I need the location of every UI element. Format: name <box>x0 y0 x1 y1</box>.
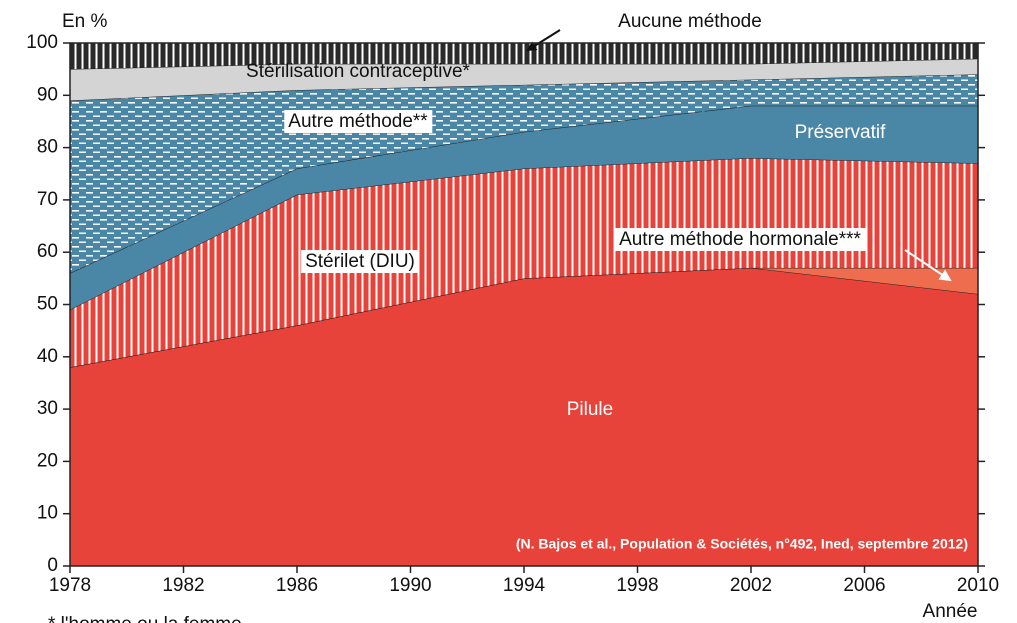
x-tick-label: 2010 <box>957 575 999 596</box>
y-tick-label: 30 <box>37 398 58 419</box>
y-tick-label: 80 <box>37 137 58 158</box>
y-tick-label: 0 <box>47 555 58 576</box>
y-tick-label: 100 <box>26 32 58 53</box>
x-tick-label: 2002 <box>730 575 772 596</box>
y-tick-label: 70 <box>37 189 58 210</box>
x-tick-label: 1990 <box>389 575 431 596</box>
area <box>70 267 978 566</box>
x-tick-label: 1994 <box>503 575 546 596</box>
area <box>70 105 978 310</box>
source: (N. Bajos et al., Population & Sociétés,… <box>516 536 968 552</box>
x-axis-label: Année <box>923 601 978 622</box>
series-label: Stérilisation contraceptive* <box>246 61 470 82</box>
footnote: * l'homme ou la femme <box>48 614 242 623</box>
area <box>70 58 978 101</box>
x-tick-label: 2006 <box>843 575 885 596</box>
y-axis-label: En % <box>62 11 108 32</box>
series-label: Préservatif <box>795 122 887 143</box>
arrow <box>904 249 952 282</box>
series-label: Aucune méthode <box>618 11 762 32</box>
label-bg <box>301 250 419 274</box>
x-tick-label: 1982 <box>162 575 204 596</box>
x-tick-label: 1986 <box>276 575 318 596</box>
area-hatch <box>70 158 978 368</box>
y-tick-label: 60 <box>37 241 58 262</box>
label-bg <box>284 110 433 134</box>
x-tick-label: 1998 <box>616 575 658 596</box>
series-label: Autre méthode** <box>288 111 428 132</box>
series-label: Pilule <box>567 399 613 420</box>
y-tick-label: 20 <box>37 450 58 471</box>
x-tick-label: 1978 <box>49 575 91 596</box>
y-tick-label: 10 <box>37 503 58 524</box>
y-tick-label: 40 <box>37 346 58 367</box>
y-tick-label: 90 <box>37 84 58 105</box>
series-label: Stérilet (DIU) <box>305 251 415 272</box>
area-hatch <box>70 43 978 70</box>
series-label: Autre méthode hormonale*** <box>619 229 861 250</box>
y-tick-label: 50 <box>37 294 58 315</box>
arrow <box>526 29 561 52</box>
area <box>70 267 978 368</box>
label-bg <box>615 228 866 252</box>
